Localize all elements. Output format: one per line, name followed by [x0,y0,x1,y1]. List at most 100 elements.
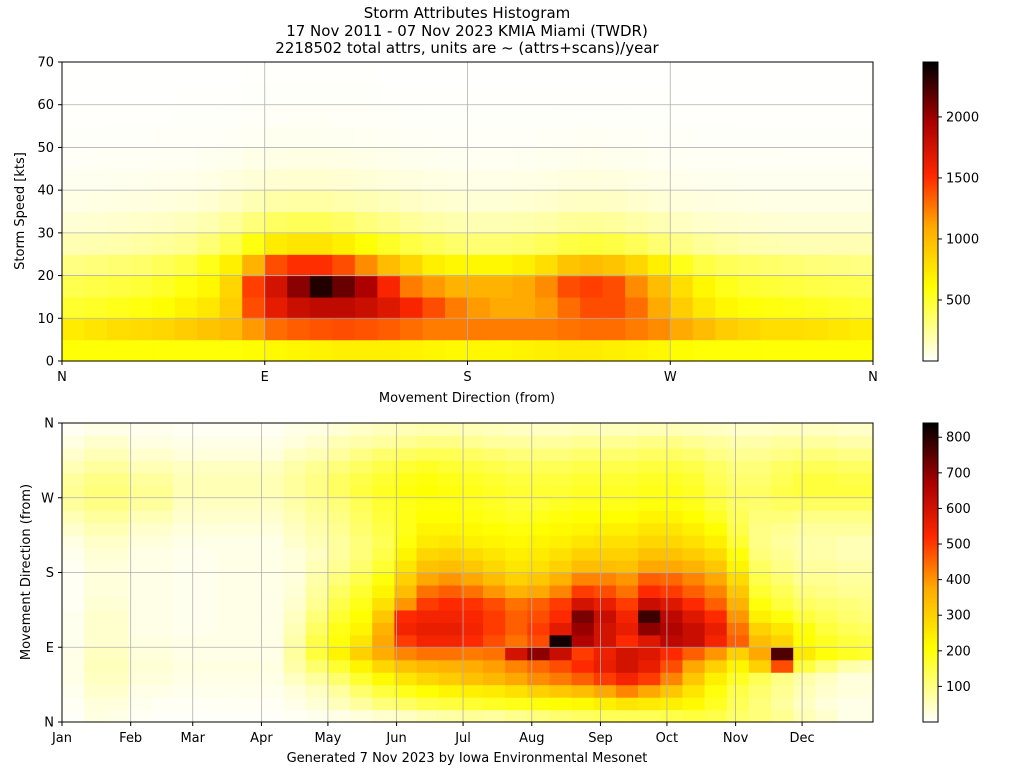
heatmap-cell [84,296,108,319]
heatmap-cell [152,254,176,277]
heatmap-cell [827,339,852,362]
heatmap-cell [837,584,861,599]
heatmap-cell [129,211,153,234]
heatmap-cell [827,147,852,170]
heatmap-cell [239,684,263,698]
colorbar-swatch [923,702,938,706]
heatmap-cell [726,497,750,511]
bottom-heatmap-cells [62,423,874,723]
heatmap-cell [737,254,761,277]
heatmap-cell [305,535,329,549]
heatmap-cell [771,634,794,648]
heatmap-cell [615,497,639,511]
colorbar-swatch [923,495,938,499]
heatmap-cell [416,560,440,574]
heatmap-cell [483,472,506,486]
heatmap-cell [593,684,617,698]
heatmap-cell [305,447,329,461]
bottom-heatmap: Jan Feb Mar Apr May Jun Jul Aug Sep Oct Nov Dec NES… [19,417,874,746]
x-tick-label: Sep [588,731,613,746]
heatmap-cell [287,318,311,341]
heatmap-cell [422,275,446,298]
heatmap-cell [793,435,816,449]
heatmap-cell [625,83,649,106]
colorbar-tick-label: 500 [946,538,971,553]
colorbar-swatch [923,266,938,270]
colorbar-swatch [923,293,938,297]
heatmap-cell [557,104,581,127]
colorbar-swatch [923,584,938,589]
heatmap-cell [62,83,86,106]
heatmap-cell [242,126,266,149]
heatmap-cell [682,672,706,686]
colorbar-swatch [923,525,938,529]
heatmap-cell [84,423,107,437]
colorbar-swatch [923,121,938,125]
heatmap-cell [805,104,829,127]
heatmap-cell [793,560,816,574]
heatmap-cell [670,83,694,106]
heatmap-cell [615,522,639,536]
heatmap-cell [309,339,333,362]
colorbar-swatch [923,348,938,352]
heatmap-cell [283,609,307,623]
heatmap-cell [771,460,794,474]
colorbar-swatch [923,109,938,113]
heatmap-cell [128,547,152,561]
colorbar-swatch [923,654,938,658]
heatmap-cell [399,83,424,106]
heatmap-cell [305,647,329,661]
heatmap-cell [377,83,401,106]
heatmap-cell [219,296,243,319]
heatmap-cell [106,697,130,711]
heatmap-cell [128,697,152,711]
colorbar-swatch [923,346,938,350]
heatmap-cell [150,435,174,449]
heatmap-cell [850,190,874,213]
heatmap-cell [350,609,373,623]
heatmap-cell [283,659,307,673]
heatmap-cell [505,472,528,486]
colorbar-swatch [923,437,938,442]
heatmap-cell [106,672,130,686]
heatmap-cell [771,709,794,723]
heatmap-cell [372,672,395,686]
heatmap-cell [84,472,107,486]
heatmap-cell [726,522,750,536]
bottom-colorbar-frame [922,422,939,723]
heatmap-cell [106,659,130,673]
colorbar-swatch [923,156,938,160]
heatmap-cell [399,126,424,149]
heatmap-cell [771,472,794,486]
heatmap-cell [549,647,573,661]
heatmap-cell [483,684,506,698]
heatmap-cell [460,460,484,474]
heatmap-cell [264,104,288,127]
colorbar-swatch [923,223,938,228]
colorbar-swatch [923,69,938,73]
colorbar-swatch [923,714,938,718]
heatmap-cell [682,497,706,511]
heatmap-cell [264,232,288,255]
heatmap-cell [467,296,491,319]
heatmap-cell [512,296,536,319]
colorbar-swatch [923,276,938,280]
colorbar-swatch [923,64,938,68]
heatmap-cell [460,597,484,611]
heatmap-cell [327,497,351,511]
colorbar-swatch [923,612,938,616]
heatmap-cell [660,684,684,698]
heatmap-cell [327,423,351,437]
heatmap-cell [535,168,559,191]
y-tick-label: 10 [37,312,54,327]
heatmap-cell [580,104,604,127]
heatmap-cell [239,659,263,673]
heatmap-cell [704,647,728,661]
x-tick-label: Jan [51,731,72,746]
heatmap-cell [557,62,581,84]
colorbar-swatch [923,517,938,521]
heatmap-cell [309,275,333,298]
heatmap-cell [505,522,528,536]
heatmap-cell [107,339,131,362]
heatmap-cell [106,597,130,611]
